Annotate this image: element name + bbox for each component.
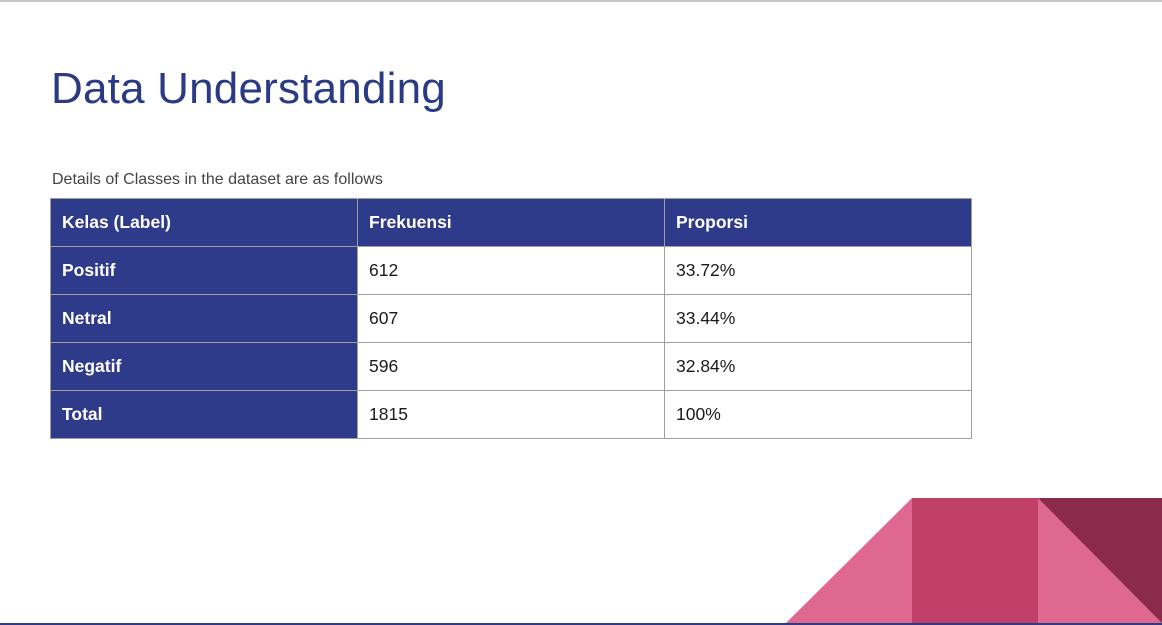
row-proporsi-positif: 33.72% (664, 246, 972, 295)
bottom-divider (0, 623, 1162, 625)
deco-light-triangle (786, 498, 912, 623)
class-distribution-table: Kelas (Label) Frekuensi Proporsi Positif… (50, 198, 972, 439)
table-header-row: Kelas (Label) Frekuensi Proporsi (50, 198, 972, 247)
row-proporsi-total: 100% (664, 390, 972, 439)
table-row: Total 1815 100% (50, 390, 972, 439)
top-divider (0, 0, 1162, 2)
table-row: Positif 612 33.72% (50, 246, 972, 295)
row-frekuensi-negatif: 596 (357, 342, 665, 391)
deco-dark-triangle (1038, 498, 1162, 623)
row-label-total: Total (50, 390, 358, 439)
table-row: Netral 607 33.44% (50, 294, 972, 343)
row-proporsi-negatif: 32.84% (664, 342, 972, 391)
deco-mid-block (912, 498, 1038, 623)
row-frekuensi-total: 1815 (357, 390, 665, 439)
table-row: Negatif 596 32.84% (50, 342, 972, 391)
header-frekuensi: Frekuensi (357, 198, 665, 247)
header-proporsi: Proporsi (664, 198, 972, 247)
row-label-negatif: Negatif (50, 342, 358, 391)
slide-title: Data Understanding (51, 64, 446, 113)
row-label-netral: Netral (50, 294, 358, 343)
row-label-positif: Positif (50, 246, 358, 295)
slide-subtitle: Details of Classes in the dataset are as… (52, 171, 383, 188)
row-frekuensi-netral: 607 (357, 294, 665, 343)
header-kelas: Kelas (Label) (50, 198, 358, 247)
row-proporsi-netral: 33.44% (664, 294, 972, 343)
